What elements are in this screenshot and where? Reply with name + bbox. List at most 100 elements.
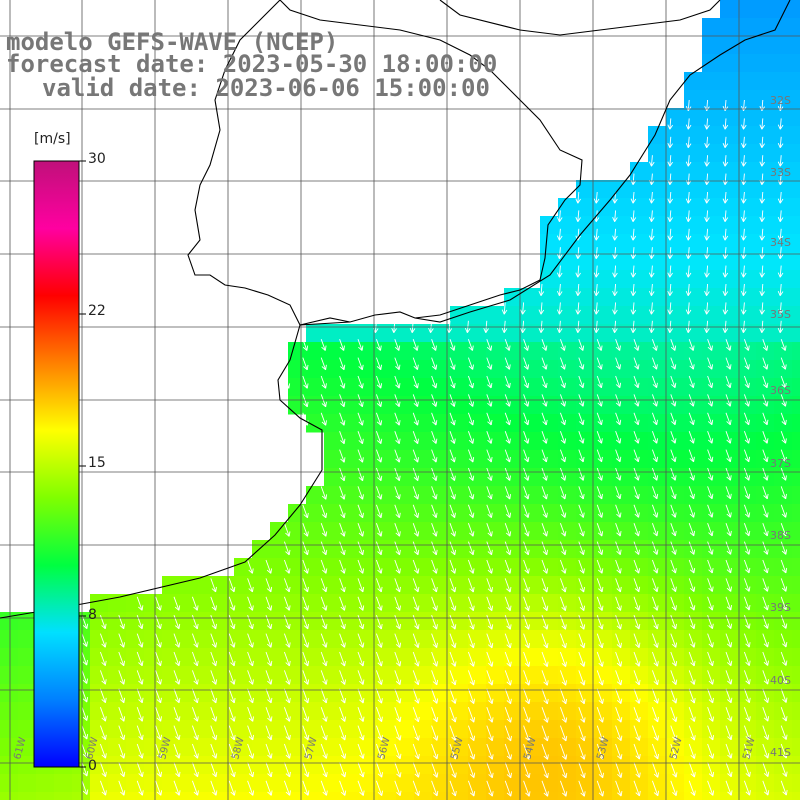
field-cell <box>576 288 595 307</box>
wind-arrow <box>670 707 678 723</box>
field-cell <box>684 450 703 469</box>
wind-arrow <box>578 431 585 444</box>
field-cell <box>738 54 757 73</box>
field-cell <box>342 378 361 397</box>
field-cell <box>198 756 217 775</box>
wind-arrow <box>486 762 494 779</box>
field-cell <box>468 792 487 800</box>
field-cell <box>468 342 487 361</box>
field-cell <box>576 594 595 613</box>
wind-arrow <box>320 725 328 741</box>
field-cell <box>612 594 631 613</box>
field-cell <box>252 738 271 757</box>
wind-arrow <box>265 688 273 704</box>
wind-arrow <box>375 633 383 648</box>
wind-arrow <box>593 302 600 315</box>
field-cell <box>414 540 433 559</box>
wind-arrow <box>486 394 493 407</box>
field-cell <box>360 522 379 541</box>
field-cell <box>162 666 181 685</box>
field-cell <box>792 756 800 775</box>
wind-arrow <box>504 578 512 593</box>
field-cell <box>126 666 145 685</box>
wind-arrow <box>707 504 714 518</box>
field-cell <box>396 504 415 523</box>
wind-arrow <box>357 633 365 648</box>
field-cell <box>396 432 415 451</box>
wind-arrow <box>685 247 692 259</box>
field-cell <box>720 90 739 109</box>
field-cell <box>540 468 559 487</box>
wind-arrow <box>523 375 530 389</box>
wind-arrow <box>320 651 328 667</box>
field-cell <box>360 504 379 523</box>
field-cell <box>594 576 613 595</box>
field-cell <box>288 648 307 667</box>
wind-arrow <box>780 743 788 759</box>
wind-arrow <box>670 504 677 518</box>
wind-arrow <box>357 670 365 685</box>
wind-arrow <box>762 596 769 611</box>
field-cell <box>576 504 595 523</box>
colorbar-tick-label: 15 <box>88 455 106 471</box>
field-cell <box>522 540 541 559</box>
wind-arrow <box>265 578 273 593</box>
wind-arrow <box>541 357 548 370</box>
field-cell <box>396 486 415 505</box>
wind-arrow <box>596 431 603 444</box>
field-cell <box>18 630 37 649</box>
wind-arrow <box>339 615 346 630</box>
field-cell <box>666 774 685 793</box>
field-cell <box>270 684 289 703</box>
field-cell <box>378 576 397 595</box>
field-cell <box>702 162 721 181</box>
wind-arrow <box>228 651 236 667</box>
field-cell <box>756 396 775 415</box>
field-cell <box>612 360 631 379</box>
wind-arrow <box>612 228 618 241</box>
field-cell <box>630 378 649 397</box>
field-cell <box>576 378 595 397</box>
wind-arrow <box>320 412 327 426</box>
wind-arrow <box>357 375 364 389</box>
wind-arrow <box>630 191 637 204</box>
field-cell <box>774 522 793 541</box>
wind-arrow <box>762 743 770 759</box>
field-cell <box>324 468 343 487</box>
wind-arrow <box>651 449 659 463</box>
field-cell <box>720 612 739 631</box>
field-cell <box>774 756 793 775</box>
field-cell <box>558 684 577 703</box>
field-cell <box>720 702 739 721</box>
field-cell <box>630 270 649 289</box>
wind-arrow <box>743 780 751 796</box>
field-cell <box>702 198 721 217</box>
field-cell <box>288 792 307 800</box>
field-cell <box>252 702 271 721</box>
wind-arrow <box>615 339 621 351</box>
wind-arrow <box>81 707 89 721</box>
field-cell <box>594 414 613 433</box>
field-cell <box>396 774 415 793</box>
field-cell <box>540 324 559 343</box>
field-cell <box>594 738 613 757</box>
field-cell <box>774 360 793 379</box>
wind-arrow <box>578 523 585 537</box>
field-cell <box>198 774 217 793</box>
wind-arrow <box>431 615 438 630</box>
field-cell <box>432 702 451 721</box>
wind-arrow <box>520 302 526 315</box>
wind-arrow <box>596 375 603 389</box>
field-cell <box>558 720 577 739</box>
wind-arrow <box>670 449 677 463</box>
wind-arrow <box>725 651 733 667</box>
wind-arrow <box>504 449 511 463</box>
wind-arrow <box>467 762 476 778</box>
wind-arrow <box>99 725 107 741</box>
wind-arrow <box>394 339 401 351</box>
field-cell <box>774 486 793 505</box>
field-cell <box>648 252 667 271</box>
wind-arrow <box>559 449 567 463</box>
wind-arrow <box>612 247 618 259</box>
